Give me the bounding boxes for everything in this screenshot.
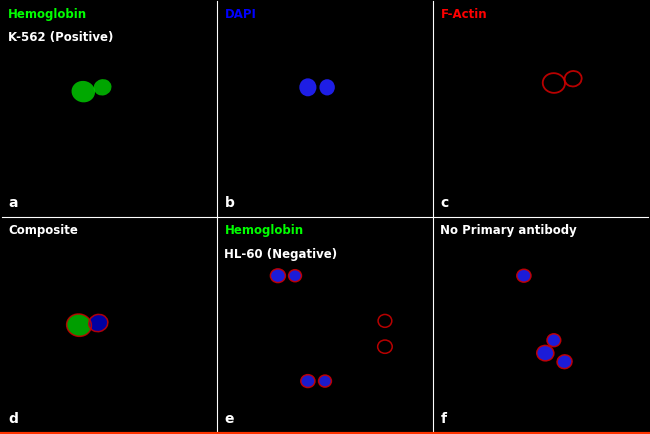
Text: f: f	[441, 412, 447, 426]
Text: d: d	[8, 412, 18, 426]
Ellipse shape	[547, 334, 561, 347]
Ellipse shape	[289, 270, 302, 282]
Text: b: b	[224, 196, 234, 210]
Ellipse shape	[517, 269, 531, 282]
Text: K-562 (Positive): K-562 (Positive)	[8, 31, 114, 44]
Text: Composite: Composite	[8, 224, 78, 237]
Ellipse shape	[537, 345, 554, 361]
Text: a: a	[8, 196, 18, 210]
Text: HL-60 (Negative): HL-60 (Negative)	[224, 248, 337, 261]
Ellipse shape	[301, 375, 315, 388]
Text: c: c	[441, 196, 448, 210]
Ellipse shape	[319, 79, 335, 95]
Ellipse shape	[299, 78, 317, 96]
Ellipse shape	[557, 355, 572, 368]
Ellipse shape	[72, 81, 95, 102]
Ellipse shape	[94, 79, 112, 95]
Text: Hemoglobin: Hemoglobin	[224, 224, 304, 237]
Ellipse shape	[67, 314, 92, 336]
Text: F-Actin: F-Actin	[441, 8, 487, 21]
Ellipse shape	[88, 314, 108, 332]
Ellipse shape	[270, 269, 285, 283]
Ellipse shape	[318, 375, 332, 387]
Text: DAPI: DAPI	[224, 8, 256, 21]
Text: No Primary antibody: No Primary antibody	[441, 224, 577, 237]
Text: e: e	[224, 412, 234, 426]
Text: Hemoglobin: Hemoglobin	[8, 8, 88, 21]
